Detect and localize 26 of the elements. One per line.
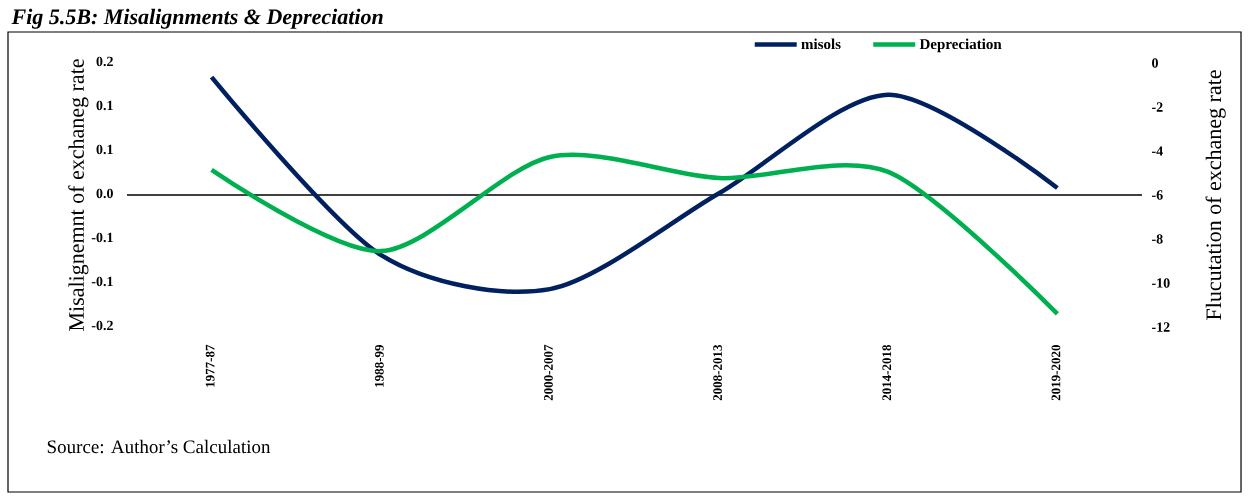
source-note: Source: Author’s Calculation: [47, 439, 271, 454]
legend-label: Depreciation: [919, 38, 1002, 53]
y2-tick-label: -4: [1152, 146, 1163, 156]
x-tick-label: 1988-99: [374, 344, 384, 387]
y-tick-label: -0.1: [91, 276, 113, 287]
y2-tick-label: -2: [1152, 102, 1163, 112]
y-tick-label: 0.1: [96, 144, 113, 155]
y2-tick-label: -12: [1152, 322, 1170, 332]
x-tick-label: 1977-87: [205, 344, 215, 387]
x-tick-label: 2014-2018: [882, 344, 892, 401]
legend-label: misols: [801, 38, 841, 50]
y-tick-label: -0.1: [91, 232, 113, 243]
y-tick-label: 0.1: [96, 100, 113, 111]
y-tick-label: -0.2: [91, 320, 113, 331]
chart-title: Fig 5.5B: Misalignments & Depreciation: [11, 8, 383, 29]
y2-tick-label: -6: [1152, 190, 1163, 200]
y-tick-label: 0.2: [96, 56, 113, 67]
x-tick-label: 2019-2020: [1051, 345, 1061, 401]
x-tick-label: 2000-2007: [544, 344, 553, 401]
y2-tick-label: -10: [1152, 278, 1170, 288]
y2-tick-label: 0: [1152, 58, 1158, 68]
y2-axis-title: Flucutation of exchaneg rate: [1205, 70, 1226, 320]
y-axis-title: Misalignemnt of exchaneg rate: [68, 59, 89, 331]
y-tick-label: 0.0: [96, 188, 113, 199]
x-tick-label: 2008-2013: [713, 344, 722, 401]
y2-tick-label: -8: [1152, 234, 1163, 244]
